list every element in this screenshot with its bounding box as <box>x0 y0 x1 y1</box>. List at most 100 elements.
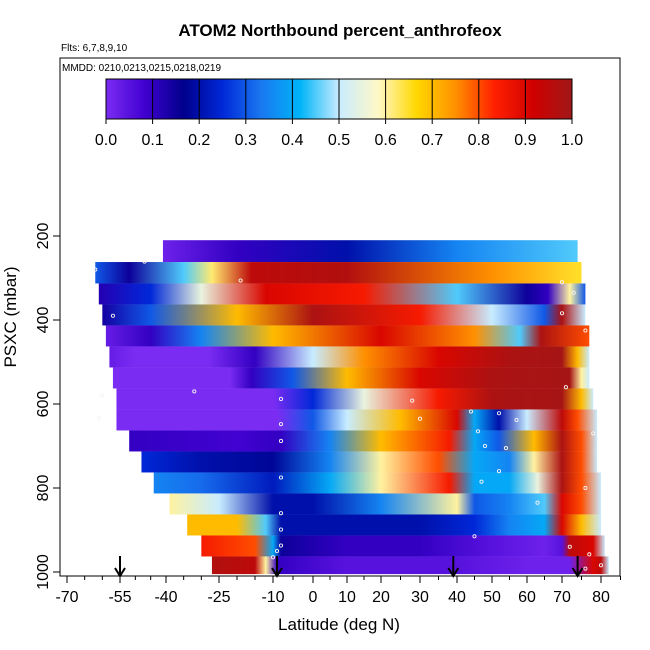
colorbar-tick-label: 0.0 <box>95 132 117 149</box>
sample-point <box>93 267 98 272</box>
sample-points <box>93 259 604 571</box>
x-tick-label: -55 <box>108 589 131 606</box>
colorbar-tick-label: 0.5 <box>328 132 350 149</box>
heatmap-band <box>95 262 582 284</box>
heatmap-band <box>112 367 590 389</box>
sample-point <box>598 563 604 568</box>
y-tick-label: 400 <box>35 307 52 334</box>
sample-point <box>278 527 284 532</box>
x-tick-label: -70 <box>55 589 78 606</box>
x-tick-label: 80 <box>592 589 610 606</box>
heatmap-band <box>109 346 590 368</box>
colorbar-tick-label: 0.4 <box>281 132 303 149</box>
dates-note: MMDD: 0210,0213,0215,0218,0219 <box>62 63 221 74</box>
sample-point <box>496 469 502 474</box>
sample-point <box>274 548 280 554</box>
sample-point <box>110 313 115 318</box>
sample-point <box>270 555 276 560</box>
x-tick-label: 70 <box>553 589 571 606</box>
sample-point <box>514 417 519 423</box>
heatmap-band <box>141 451 598 473</box>
heatmap-band <box>129 430 598 452</box>
sample-point <box>278 396 284 402</box>
heatmap-band <box>153 472 601 494</box>
sample-point <box>192 389 197 394</box>
heatmap-band <box>116 388 594 410</box>
down-arrow-icon <box>571 556 584 578</box>
sample-point <box>535 500 540 505</box>
sample-point <box>410 398 415 403</box>
x-tick-label: 20 <box>372 589 390 606</box>
flights-note: Flts: 6,7,8,9,10 <box>61 43 128 54</box>
colorbar-frame <box>105 78 573 120</box>
sample-point <box>96 415 101 420</box>
x-axis-label: Latitude (deg N) <box>278 615 400 634</box>
colorbar-tick-label: 0.9 <box>514 132 536 149</box>
x-tick-label: -10 <box>261 589 284 606</box>
sample-point <box>559 280 565 285</box>
x-tick-label: 60 <box>518 589 536 606</box>
sample-point <box>503 446 509 451</box>
x-tick-label: 0 <box>309 589 318 606</box>
x-tick-label: 50 <box>483 589 501 606</box>
sample-point <box>417 416 423 421</box>
down-arrow-icon <box>447 556 460 578</box>
sample-point <box>587 552 592 557</box>
sample-point <box>583 328 588 333</box>
y-tick-label: 1000 <box>35 554 52 590</box>
sample-point <box>583 566 588 571</box>
sample-point <box>559 311 565 316</box>
down-arrow-icon <box>271 556 283 578</box>
flight-arrows <box>114 556 584 578</box>
sample-point <box>479 479 484 484</box>
colorbar-tick-label: 0.6 <box>374 132 396 149</box>
sample-point <box>142 259 147 264</box>
sample-point <box>496 411 502 416</box>
sample-point <box>475 429 481 434</box>
sample-point <box>100 393 105 398</box>
heatmap-band <box>169 493 602 515</box>
sample-point <box>472 534 477 539</box>
heatmap-band <box>116 409 598 431</box>
y-tick-label: 600 <box>35 391 52 418</box>
y-tick-label: 200 <box>35 223 52 250</box>
x-tick-label: -40 <box>154 589 177 606</box>
down-arrow-icon <box>114 556 126 578</box>
heatmap-band <box>98 283 586 305</box>
y-tick-label: 800 <box>35 475 52 502</box>
sample-point <box>583 485 588 491</box>
heatmap-band <box>162 240 578 263</box>
colorbar-tick-label: 0.2 <box>188 132 210 149</box>
sample-point <box>278 438 284 444</box>
heatmap-band <box>102 304 586 326</box>
colorbar-tick-label: 0.3 <box>235 132 257 149</box>
chart-title: ATOM2 Northbound percent_anthrofeox <box>178 21 502 40</box>
colorbar-tick-label: 1.0 <box>561 132 583 149</box>
sample-point <box>238 278 243 283</box>
x-tick-label: 40 <box>448 589 466 606</box>
sample-point <box>468 409 474 414</box>
sample-point <box>571 290 576 295</box>
colorbar-tick-label: 0.1 <box>141 132 163 149</box>
sample-point <box>278 475 284 480</box>
sample-point <box>567 544 572 549</box>
sample-point <box>563 385 568 390</box>
sample-point <box>591 431 596 436</box>
y-axis-label: PSXC (mbar) <box>1 266 20 367</box>
heatmap-band <box>187 514 601 536</box>
heatmap-bands <box>95 240 609 575</box>
x-tick-label: -25 <box>207 589 230 606</box>
x-axis: -70 -55 -40 -25 -10 0 10 20 30 40 50 60 70 80 <box>55 575 621 606</box>
colorbar-tick-label: 0.7 <box>421 132 443 149</box>
heatmap-band <box>201 535 605 557</box>
x-tick-label: 10 <box>338 589 356 606</box>
sample-point <box>278 543 284 548</box>
sample-point <box>278 422 284 427</box>
heatmap-band <box>211 556 609 575</box>
x-tick-label: 30 <box>411 589 429 606</box>
colorbar-tick-label: 0.8 <box>468 132 490 149</box>
sample-point <box>278 511 284 516</box>
colorbar: 0.0 0.1 0.2 0.3 0.4 0.5 0.6 0.7 0.8 0.9 1.0 <box>95 78 583 149</box>
y-axis: 200 400 600 800 1000 <box>35 223 60 590</box>
